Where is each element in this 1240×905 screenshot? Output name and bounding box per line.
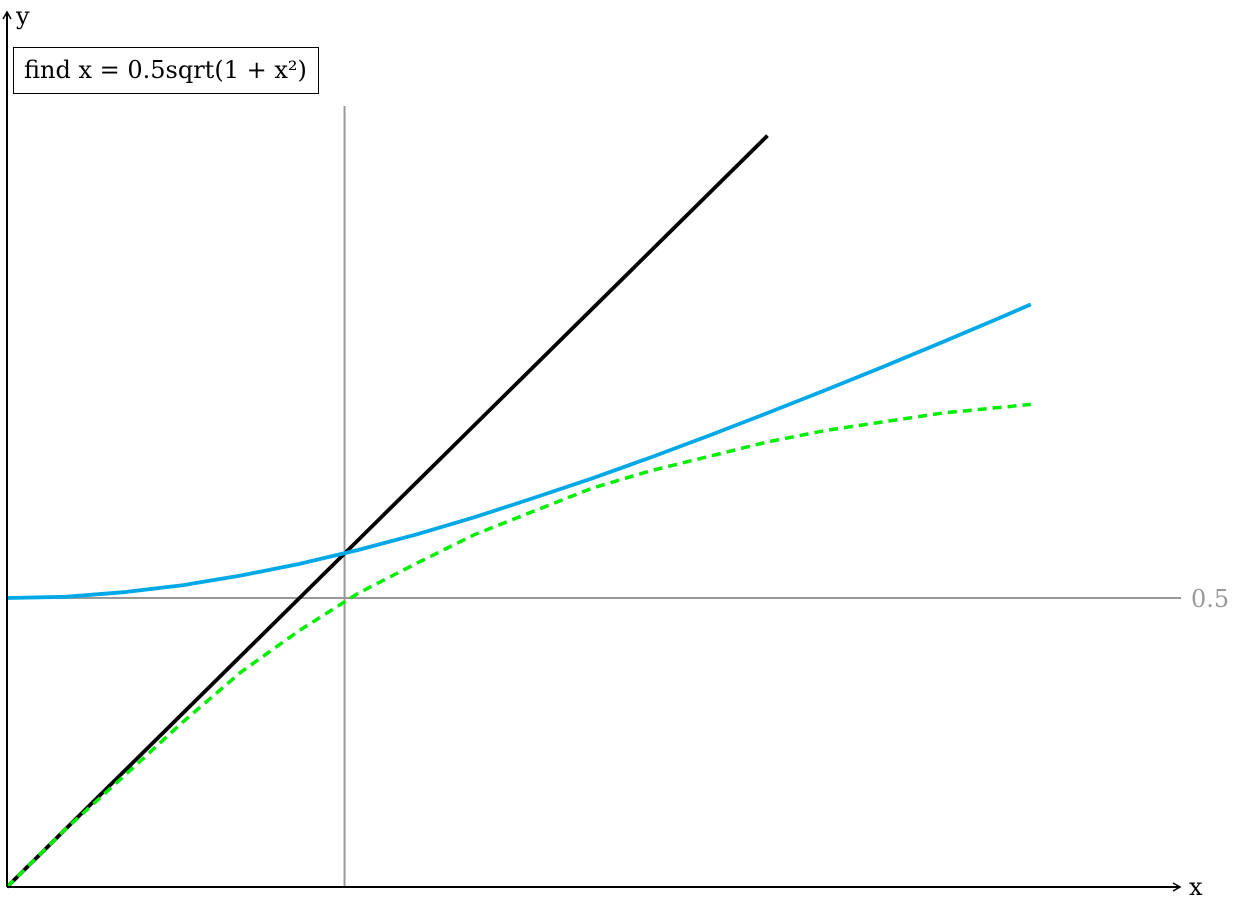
y-axis-label: y (16, 2, 30, 30)
reference-line-label: 0.5 (1191, 585, 1230, 613)
iteration-curve (5, 402, 1031, 889)
identity-line (5, 134, 769, 889)
chart-title: find x = 0.5sqrt(1 + x²) (13, 47, 319, 94)
x-axis-label: x (1189, 873, 1203, 901)
function-curve (6, 302, 1032, 600)
